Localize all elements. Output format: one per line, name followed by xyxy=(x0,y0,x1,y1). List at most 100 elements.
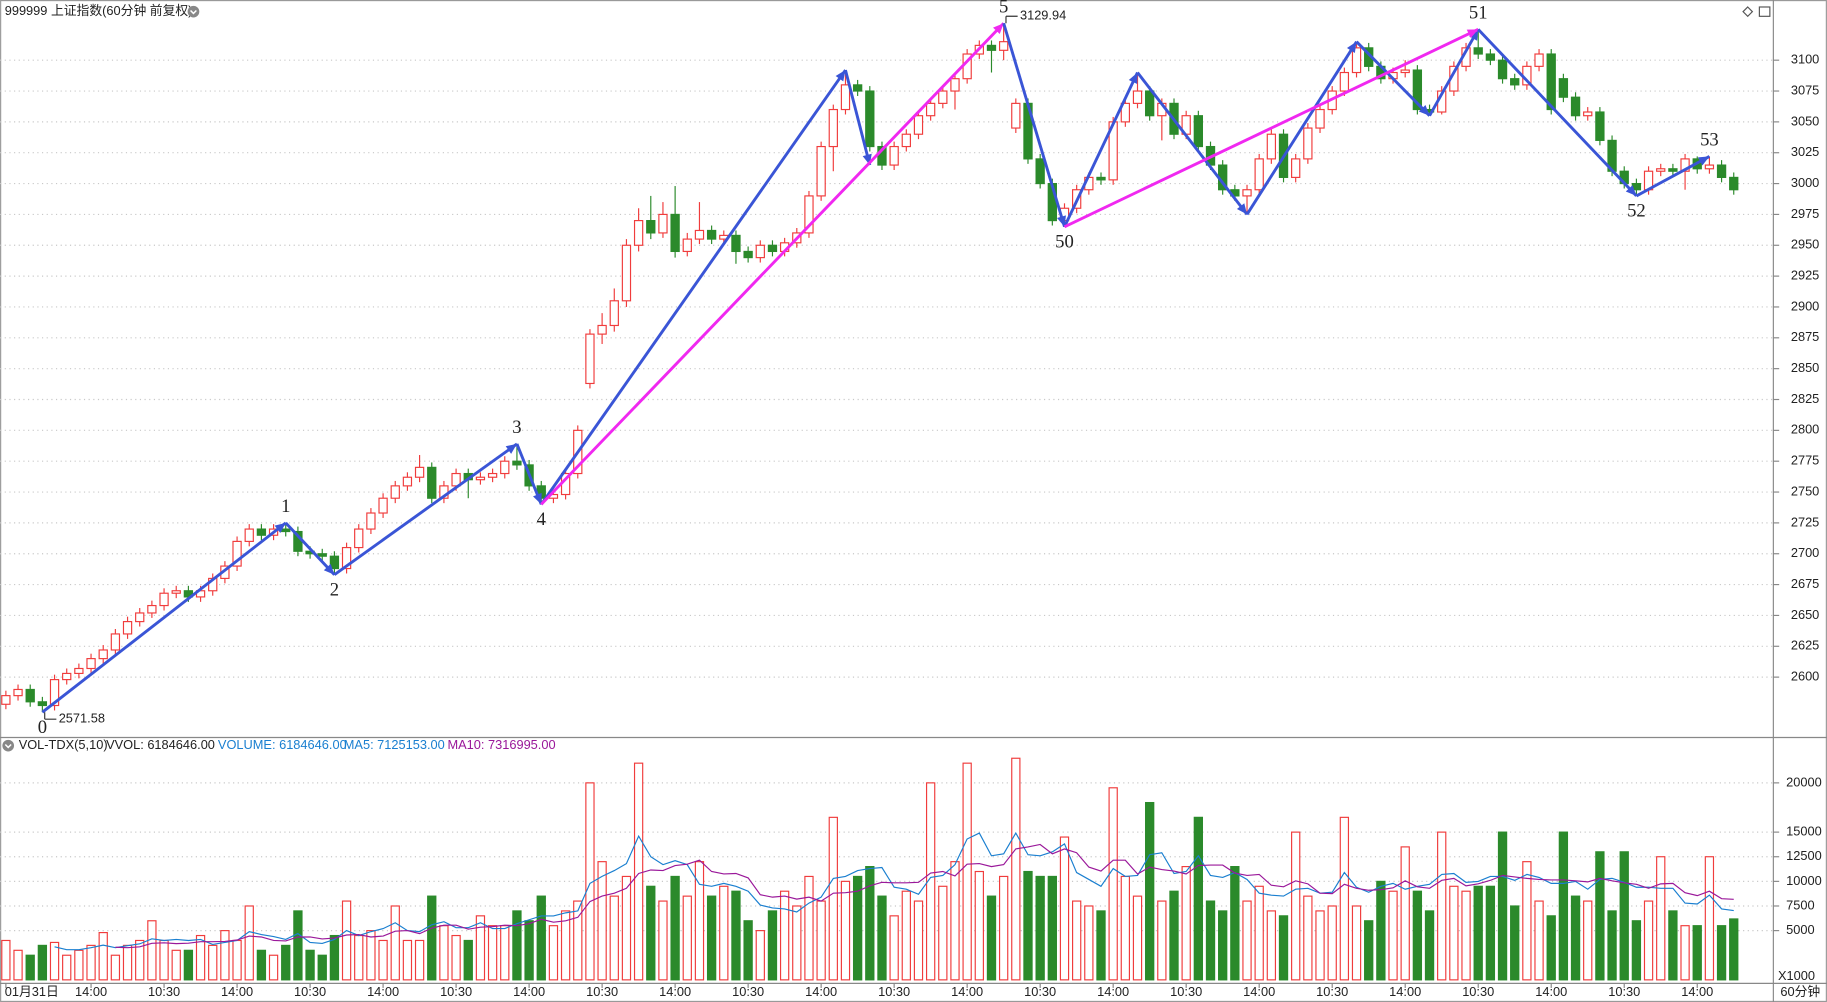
indicator-name: VOL-TDX(5,10) xyxy=(19,737,108,752)
wave-arrowhead xyxy=(1346,41,1357,54)
candle-body xyxy=(865,90,875,148)
volume-bar xyxy=(633,762,644,981)
volume-bar xyxy=(901,890,911,981)
candle-body xyxy=(1595,111,1605,141)
volume-bar xyxy=(1351,905,1362,981)
candle-body xyxy=(13,688,23,697)
candle-body xyxy=(122,621,133,635)
x-tick-label: 10:30 xyxy=(732,984,764,999)
y-tick-label: 2875 xyxy=(1791,329,1819,344)
candle-body xyxy=(1132,90,1143,104)
volume-bar xyxy=(341,900,352,981)
candle-body xyxy=(256,528,267,536)
volume-bar xyxy=(658,900,668,981)
candle-body xyxy=(1656,168,1666,172)
volume-bar xyxy=(293,910,303,981)
x-tick-label: 14:00 xyxy=(951,984,983,999)
candle-body xyxy=(1096,176,1106,181)
y-tick-label: 2750 xyxy=(1791,483,1819,498)
candle-body xyxy=(731,234,741,253)
wave-arrowhead xyxy=(1057,215,1066,227)
volume-bar xyxy=(1510,905,1520,981)
wave-label: 52 xyxy=(1627,201,1646,222)
volume-bar xyxy=(682,895,692,981)
candle-body xyxy=(1546,53,1556,111)
x-tick-label: 14:00 xyxy=(1243,984,1275,999)
period-label: 60分钟 xyxy=(1780,984,1820,999)
wave-segment xyxy=(1002,22,1066,228)
indicator-ma10: MA10: 7316995.00 xyxy=(447,737,555,752)
volume-bar xyxy=(49,941,60,981)
tool-icon[interactable] xyxy=(1758,6,1771,17)
volume-bar xyxy=(98,932,108,981)
volume-bar xyxy=(1485,885,1496,981)
volume-bar xyxy=(1656,856,1666,981)
volume-bar xyxy=(512,910,522,981)
candle-body xyxy=(1400,69,1410,74)
candle-body xyxy=(913,115,924,135)
wave-label: 51 xyxy=(1469,2,1488,23)
candle-body xyxy=(512,460,522,466)
volume-bar xyxy=(889,915,899,981)
candle-body xyxy=(755,244,765,259)
candle-body xyxy=(1303,127,1313,160)
volume-bar xyxy=(414,939,425,981)
volume-bar xyxy=(1169,890,1179,981)
volume-ma-line xyxy=(115,843,1734,949)
candle-body xyxy=(1473,47,1483,55)
volume-bar xyxy=(1546,915,1556,981)
volume-bar xyxy=(1716,925,1727,981)
tool-icon[interactable] xyxy=(1742,6,1754,18)
volume-bar xyxy=(62,954,72,981)
candle-body xyxy=(852,84,863,92)
candle-body xyxy=(1570,96,1581,117)
volume-bar xyxy=(548,925,559,981)
menu-icon[interactable] xyxy=(187,5,200,18)
x-tick-label: 10:30 xyxy=(1462,984,1494,999)
candle-body xyxy=(1339,71,1350,92)
wave-segment xyxy=(515,443,543,505)
volume-bar xyxy=(183,949,194,981)
candle-body xyxy=(487,472,498,478)
candle-body xyxy=(1729,176,1739,191)
volume-bar xyxy=(560,910,571,981)
candle-body xyxy=(1716,164,1727,178)
menu-icon[interactable] xyxy=(2,739,15,752)
volume-bar xyxy=(804,875,814,981)
candle-body xyxy=(1291,158,1301,178)
wave-label: 50 xyxy=(1055,231,1074,252)
volume-bar xyxy=(852,875,863,981)
y-tick-label: 2675 xyxy=(1791,576,1819,591)
candle-body xyxy=(366,512,376,530)
volume-bar xyxy=(402,939,413,981)
candle-body xyxy=(1412,69,1423,111)
x-tick-label: 10:30 xyxy=(294,984,326,999)
volume-bar xyxy=(487,925,498,981)
volume-bar xyxy=(767,910,778,981)
volume-bar xyxy=(1412,890,1423,981)
volume-bar xyxy=(1497,831,1508,981)
wave-label: 1 xyxy=(281,496,290,517)
x-tick-label: 10:30 xyxy=(1170,984,1202,999)
volume-bar xyxy=(208,944,218,981)
wave-arrowhead xyxy=(1466,29,1479,39)
candle-body xyxy=(682,238,692,253)
wave-segment xyxy=(1063,28,1479,229)
volume-bar xyxy=(1023,870,1033,981)
volume-bar xyxy=(1291,831,1301,981)
candle-body xyxy=(986,44,997,51)
candle-body xyxy=(1583,111,1593,117)
volume-bar xyxy=(573,900,583,981)
wave-arrowhead xyxy=(1236,203,1248,215)
volume-bar xyxy=(1534,900,1544,981)
volume-bar xyxy=(390,905,400,981)
x-tick-label: 10:30 xyxy=(1608,984,1640,999)
volume-bar xyxy=(1522,861,1532,981)
candle-body xyxy=(804,195,814,234)
volume-bar xyxy=(1595,851,1605,981)
volume-bar xyxy=(329,934,340,981)
y-tick-label: 2650 xyxy=(1791,607,1819,622)
candle-body xyxy=(1497,59,1508,80)
volume-bar xyxy=(256,949,267,981)
candle-body xyxy=(1351,47,1362,74)
